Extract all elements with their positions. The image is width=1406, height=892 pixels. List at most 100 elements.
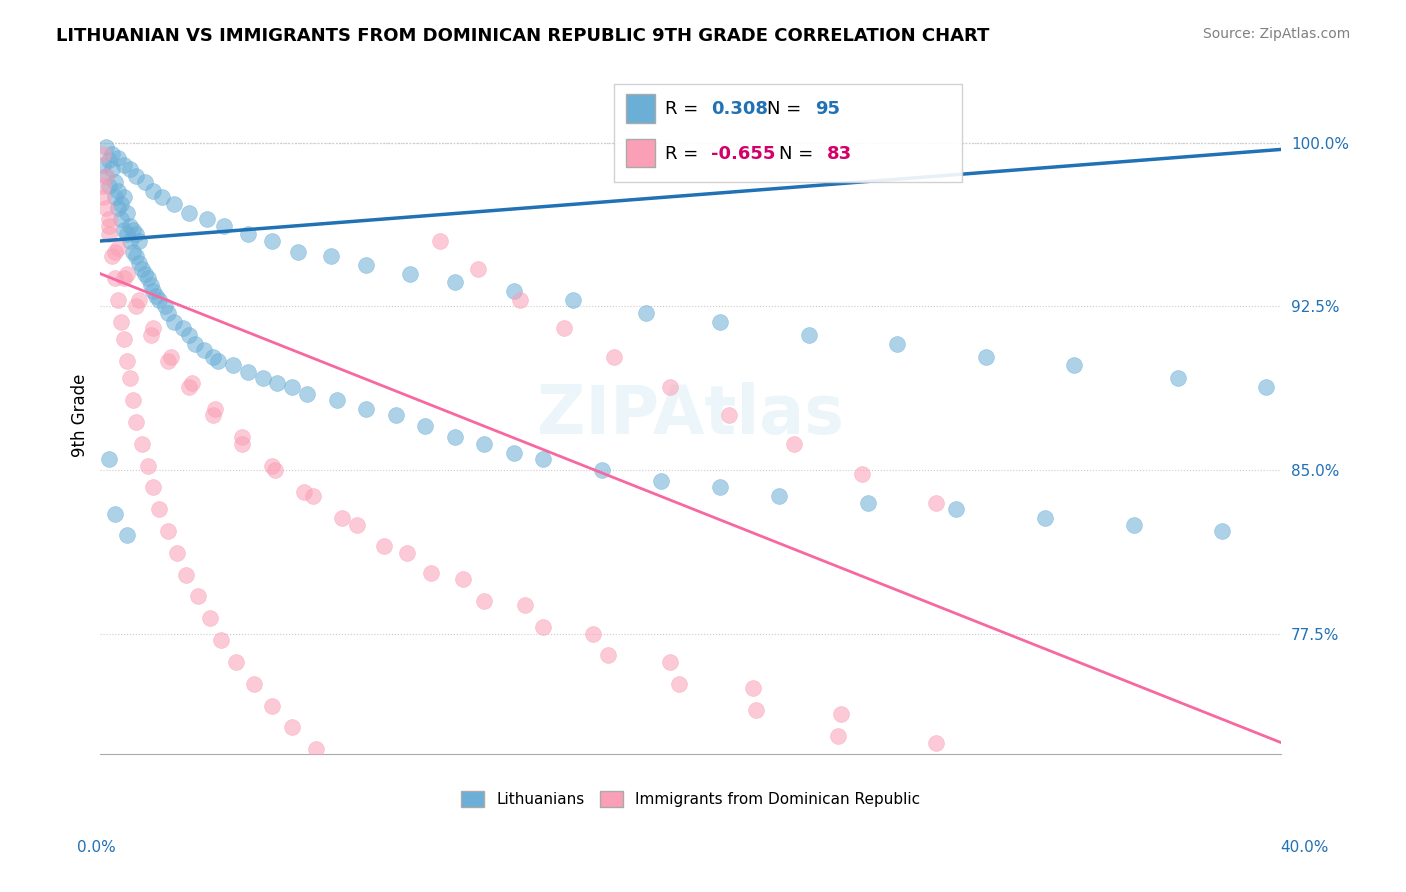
Point bbox=[98, 227, 121, 242]
Point bbox=[222, 359, 245, 373]
Point bbox=[209, 633, 232, 648]
Point bbox=[142, 480, 165, 494]
Point bbox=[172, 321, 194, 335]
Point bbox=[659, 380, 682, 394]
Point bbox=[112, 271, 135, 285]
Point bbox=[281, 720, 304, 734]
Text: ZIPAtlas: ZIPAtlas bbox=[537, 383, 844, 449]
Bar bbox=[626, 95, 655, 123]
Point bbox=[96, 169, 118, 183]
Point bbox=[121, 223, 143, 237]
Point bbox=[260, 234, 283, 248]
Point bbox=[1033, 511, 1056, 525]
Point bbox=[1122, 517, 1144, 532]
Point bbox=[148, 502, 170, 516]
Point bbox=[96, 169, 118, 183]
Point bbox=[115, 267, 138, 281]
Point bbox=[163, 315, 186, 329]
Point bbox=[361, 786, 384, 800]
Point bbox=[502, 445, 524, 459]
Point bbox=[125, 169, 148, 183]
Point bbox=[118, 219, 141, 233]
Point bbox=[142, 184, 165, 198]
Point bbox=[856, 496, 879, 510]
Point bbox=[121, 244, 143, 259]
Point bbox=[214, 219, 236, 233]
Point bbox=[110, 197, 132, 211]
Point bbox=[636, 306, 658, 320]
Point bbox=[177, 327, 200, 342]
Point bbox=[112, 332, 135, 346]
Point bbox=[107, 241, 129, 255]
Point bbox=[281, 380, 304, 394]
Point bbox=[131, 437, 153, 451]
Point bbox=[177, 380, 200, 394]
Point bbox=[945, 502, 967, 516]
Point bbox=[163, 197, 186, 211]
Point bbox=[195, 212, 218, 227]
Point bbox=[591, 463, 613, 477]
Point bbox=[718, 409, 741, 423]
Point bbox=[659, 655, 682, 669]
Point bbox=[101, 249, 124, 263]
Point bbox=[319, 249, 342, 263]
Point bbox=[974, 350, 997, 364]
Point bbox=[104, 190, 127, 204]
Point bbox=[104, 271, 127, 285]
Point bbox=[453, 572, 475, 586]
Point bbox=[142, 284, 165, 298]
Point bbox=[128, 256, 150, 270]
Point bbox=[709, 315, 731, 329]
Point bbox=[91, 190, 114, 204]
Point bbox=[851, 467, 873, 482]
Point bbox=[134, 175, 156, 189]
Point bbox=[131, 262, 153, 277]
Point bbox=[260, 698, 283, 713]
Point bbox=[346, 517, 368, 532]
Point bbox=[508, 293, 530, 307]
Point bbox=[139, 277, 162, 292]
Text: LITHUANIAN VS IMMIGRANTS FROM DOMINICAN REPUBLIC 9TH GRADE CORRELATION CHART: LITHUANIAN VS IMMIGRANTS FROM DOMINICAN … bbox=[56, 27, 990, 45]
Point bbox=[104, 244, 127, 259]
Point bbox=[231, 437, 253, 451]
Point bbox=[305, 742, 328, 756]
Point bbox=[134, 267, 156, 281]
Point bbox=[373, 539, 395, 553]
Point bbox=[91, 158, 114, 172]
Point bbox=[148, 293, 170, 307]
Point bbox=[266, 376, 288, 390]
Point bbox=[502, 284, 524, 298]
Point bbox=[115, 354, 138, 368]
Point bbox=[243, 677, 266, 691]
Point bbox=[886, 336, 908, 351]
Point bbox=[115, 205, 138, 219]
Point bbox=[292, 484, 315, 499]
Point bbox=[145, 288, 167, 302]
Point bbox=[925, 496, 948, 510]
Text: R =: R = bbox=[665, 145, 704, 163]
Point bbox=[797, 327, 820, 342]
Point bbox=[531, 452, 554, 467]
Point bbox=[531, 620, 554, 634]
Point bbox=[107, 293, 129, 307]
Y-axis label: 9th Grade: 9th Grade bbox=[72, 374, 89, 458]
Point bbox=[96, 202, 118, 216]
Bar bbox=[614, 84, 962, 182]
Point bbox=[443, 430, 465, 444]
Point bbox=[107, 151, 129, 165]
Point bbox=[287, 244, 309, 259]
Point bbox=[110, 315, 132, 329]
Point bbox=[1211, 524, 1233, 538]
Point bbox=[98, 153, 121, 168]
Point bbox=[1063, 359, 1085, 373]
Point bbox=[112, 190, 135, 204]
Legend: Lithuanians, Immigrants from Dominican Republic: Lithuanians, Immigrants from Dominican R… bbox=[456, 785, 927, 814]
Point bbox=[332, 764, 354, 778]
Point bbox=[236, 227, 259, 242]
Point bbox=[118, 234, 141, 248]
Point bbox=[128, 293, 150, 307]
Point bbox=[112, 223, 135, 237]
Point bbox=[830, 707, 852, 722]
Point bbox=[260, 458, 283, 473]
Point bbox=[354, 401, 377, 416]
